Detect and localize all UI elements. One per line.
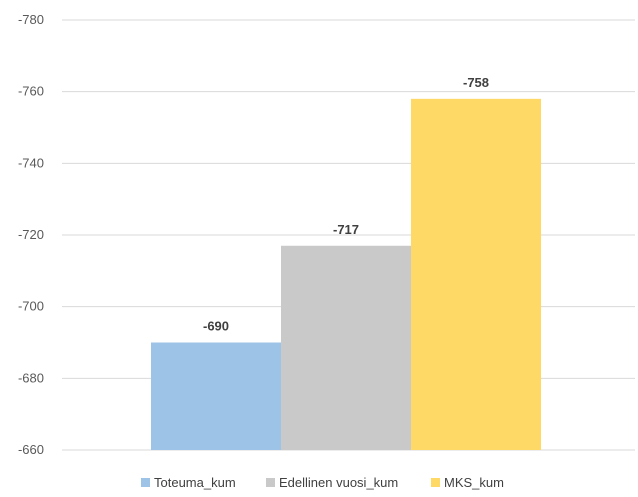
y-tick-label: -760 (18, 84, 44, 99)
bar-toteuma-kum (151, 342, 281, 450)
legend-label: Toteuma_kum (154, 475, 236, 490)
legend: Toteuma_kum Edellinen vuosi_kum MKS_kum (141, 475, 504, 490)
data-label: -758 (463, 75, 489, 90)
y-tick-label: -700 (18, 299, 44, 314)
legend-label: Edellinen vuosi_kum (279, 475, 398, 490)
y-tick-label: -720 (18, 227, 44, 242)
data-labels: -690 -717 -758 (203, 75, 489, 334)
data-label: -717 (333, 222, 359, 237)
y-tick-label: -660 (18, 442, 44, 457)
bar-edellinen-vuosi-kum (281, 245, 411, 450)
data-label: -690 (203, 319, 229, 334)
bar-mks-kum (411, 98, 541, 450)
y-axis-tick-labels: -780 -760 -740 -720 -700 -680 -660 (18, 12, 44, 457)
y-tick-label: -740 (18, 155, 44, 170)
legend-swatch (266, 478, 275, 487)
bars (151, 98, 541, 450)
legend-label: MKS_kum (444, 475, 504, 490)
legend-swatch (431, 478, 440, 487)
y-tick-label: -780 (18, 12, 44, 27)
legend-swatch (141, 478, 150, 487)
y-tick-label: -680 (18, 370, 44, 385)
